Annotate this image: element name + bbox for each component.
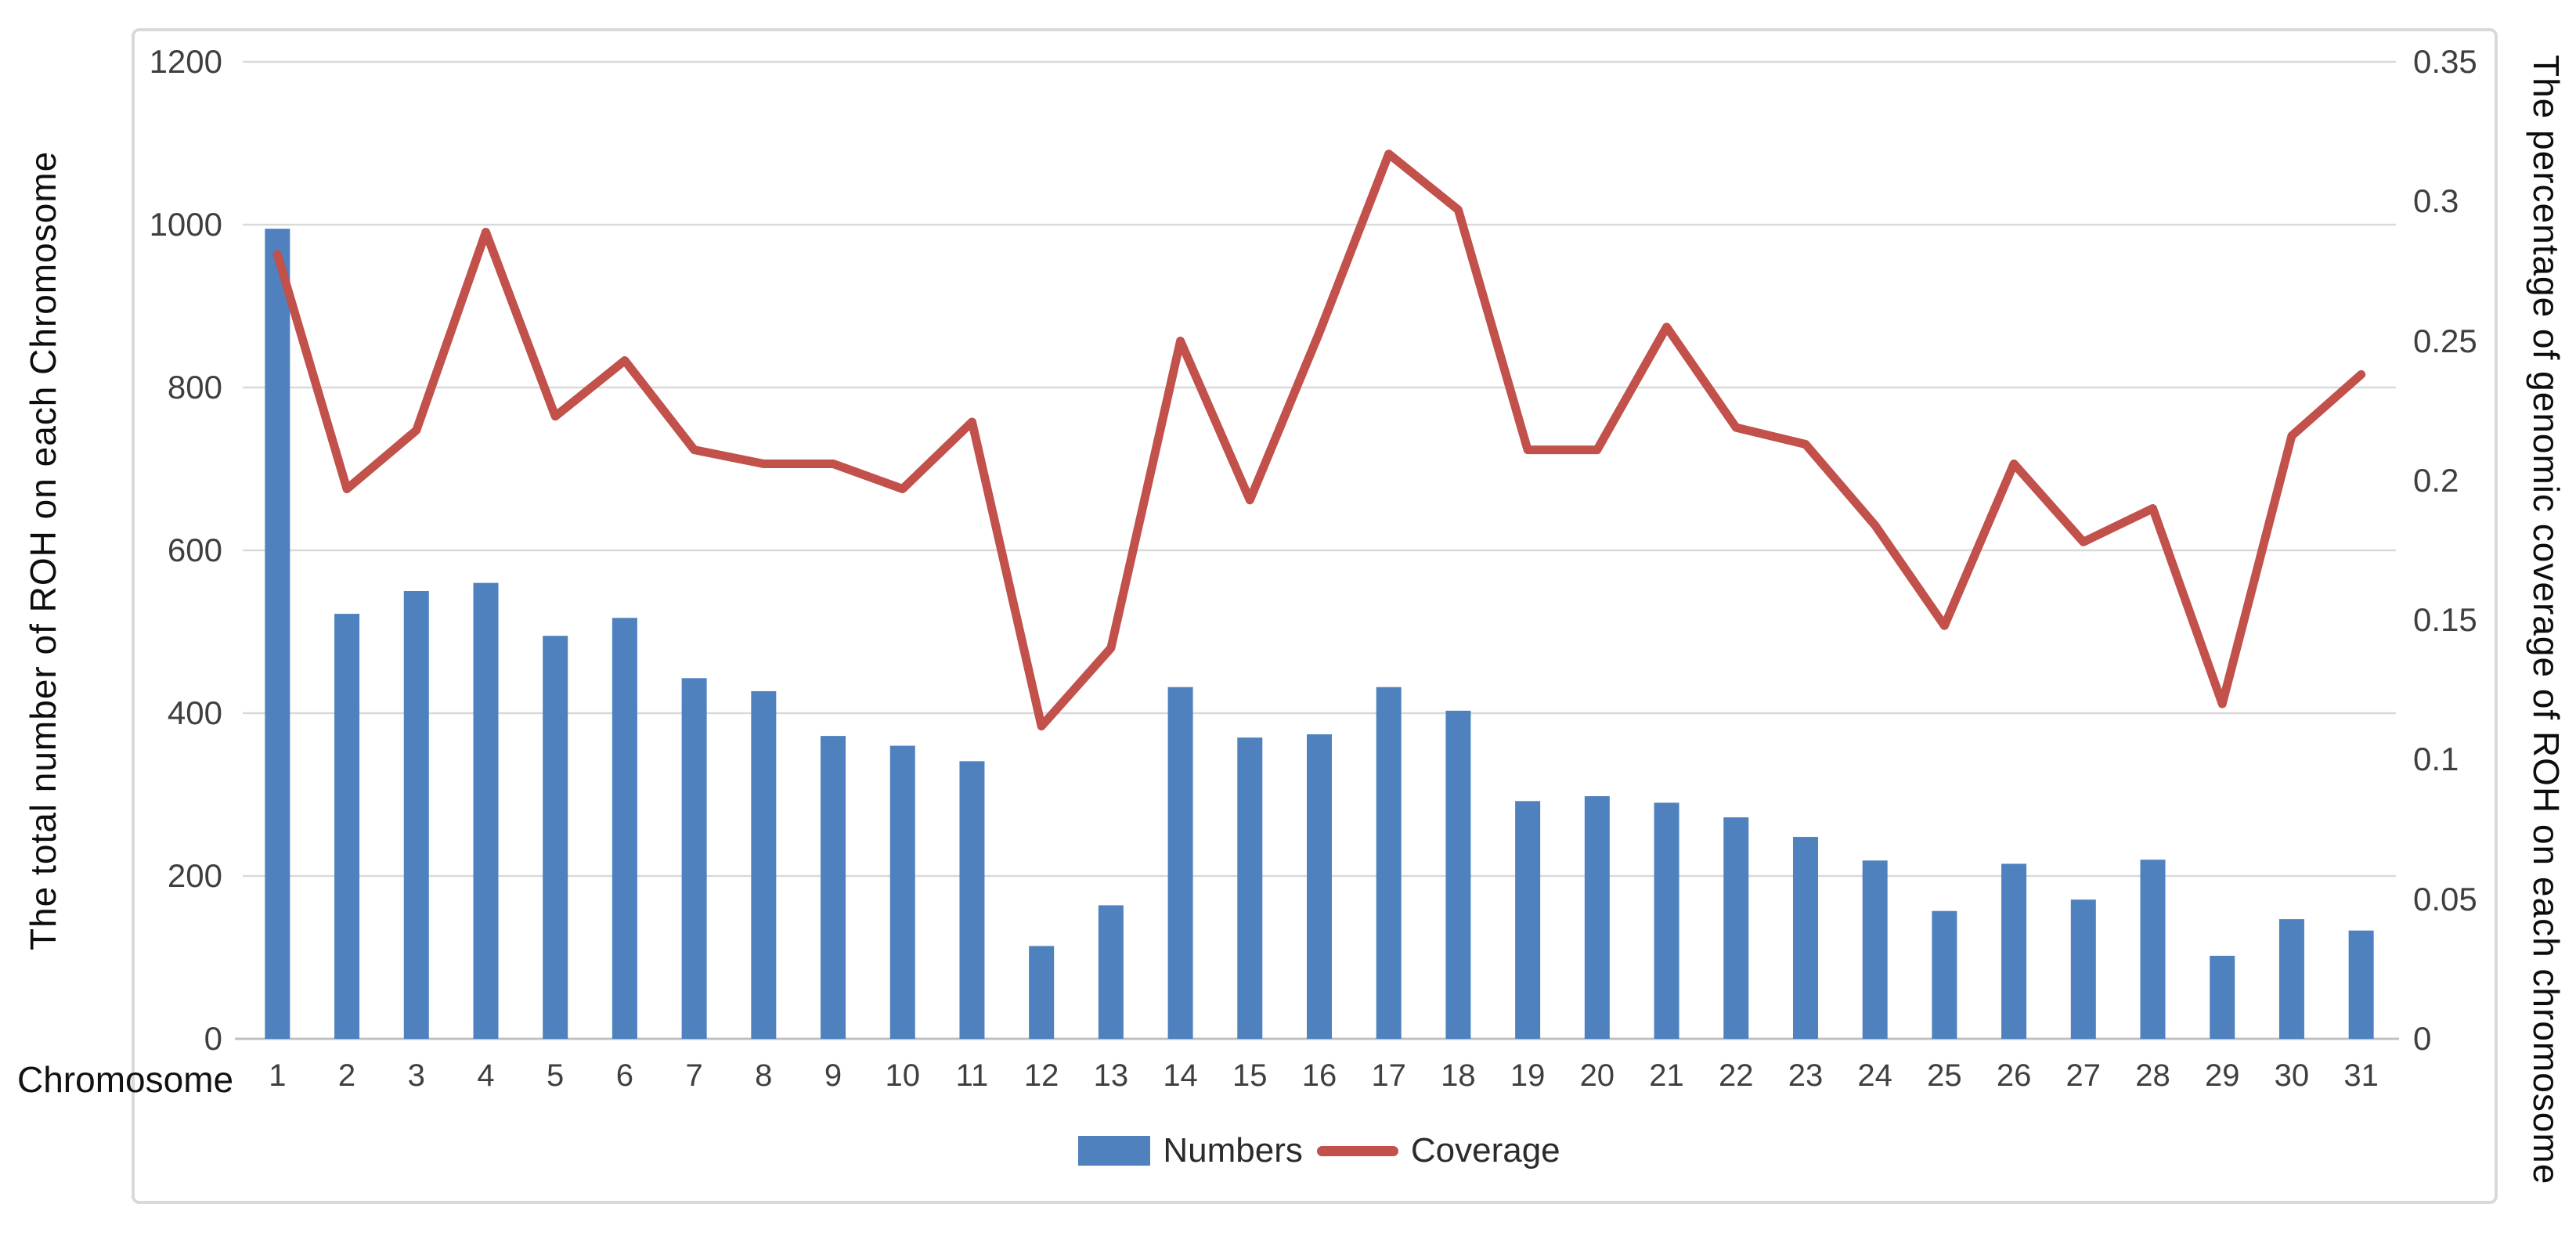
x-tick-16: 16 [1301, 1058, 1337, 1093]
bar-chr2 [334, 614, 360, 1039]
x-tick-3: 3 [407, 1058, 425, 1093]
bar-chr15 [1237, 737, 1263, 1039]
left-tick-1200: 1200 [149, 43, 222, 80]
left-tick-200: 200 [167, 857, 222, 894]
bar-chr21 [1654, 802, 1679, 1039]
bar-chr24 [1862, 860, 1888, 1039]
right-tick-0.35: 0.35 [2413, 43, 2477, 80]
bar-chr25 [1932, 910, 1957, 1039]
bar-chr23 [1792, 837, 1818, 1039]
x-tick-10: 10 [885, 1058, 920, 1093]
right-tick-0.15: 0.15 [2413, 601, 2477, 639]
x-tick-19: 19 [1510, 1058, 1546, 1093]
bar-chr5 [543, 636, 568, 1039]
x-tick-6: 6 [615, 1058, 634, 1093]
x-tick-20: 20 [1579, 1058, 1615, 1093]
coverage-line-swatch-icon [1316, 1145, 1398, 1156]
right-tick-0: 0 [2413, 1020, 2432, 1057]
numbers-bar-swatch-icon [1078, 1136, 1151, 1166]
x-tick-26: 26 [1996, 1058, 2032, 1093]
bar-chr27 [2070, 899, 2096, 1039]
right-tick-0.3: 0.3 [2413, 182, 2459, 220]
left-tick-600: 600 [167, 532, 222, 568]
x-tick-14: 14 [1163, 1058, 1198, 1093]
bar-chr8 [751, 690, 777, 1039]
bar-chr3 [403, 591, 429, 1039]
bar-chr22 [1723, 817, 1749, 1039]
bar-chr18 [1445, 710, 1471, 1039]
bar-chr14 [1167, 687, 1193, 1039]
bar-chr12 [1029, 946, 1055, 1039]
right-axis-title: The percentage of genomic coverage of RO… [2526, 55, 2567, 1185]
x-tick-8: 8 [755, 1058, 773, 1093]
bar-chr13 [1098, 905, 1124, 1039]
x-tick-23: 23 [1788, 1058, 1824, 1093]
x-tick-18: 18 [1441, 1058, 1476, 1093]
bar-chr10 [889, 745, 915, 1039]
left-tick-1000: 1000 [149, 206, 222, 243]
x-tick-22: 22 [1718, 1058, 1754, 1093]
legend-label-coverage: Coverage [1410, 1131, 1560, 1170]
legend-item-coverage: Coverage [1316, 1131, 1560, 1170]
x-tick-2: 2 [337, 1058, 356, 1093]
left-tick-0: 0 [204, 1020, 222, 1057]
legend-label-numbers: Numbers [1163, 1131, 1303, 1170]
bar-chr31 [2348, 930, 2374, 1039]
x-tick-21: 21 [1649, 1058, 1684, 1093]
bar-chr26 [2001, 863, 2027, 1039]
bar-chr7 [681, 678, 707, 1039]
x-tick-28: 28 [2135, 1058, 2170, 1093]
x-tick-11: 11 [955, 1058, 989, 1093]
x-axis-title: Chromosome [17, 1059, 234, 1100]
x-tick-25: 25 [1927, 1058, 1962, 1093]
x-tick-27: 27 [2065, 1058, 2102, 1093]
bar-chr1 [265, 229, 290, 1040]
x-tick-1: 1 [269, 1058, 287, 1093]
bar-chr17 [1376, 687, 1402, 1039]
bar-chr28 [2140, 860, 2166, 1039]
bar-chr6 [612, 618, 637, 1039]
x-tick-5: 5 [547, 1058, 565, 1093]
x-tick-9: 9 [824, 1058, 842, 1093]
x-tick-4: 4 [477, 1058, 495, 1093]
x-tick-24: 24 [1857, 1058, 1892, 1093]
x-tick-13: 13 [1093, 1058, 1129, 1093]
bar-chr16 [1307, 734, 1332, 1039]
plot-canvas [235, 60, 2399, 1040]
legend-item-numbers: Numbers [1078, 1131, 1303, 1170]
left-tick-800: 800 [167, 369, 222, 406]
right-tick-0.1: 0.1 [2413, 741, 2459, 778]
right-tick-0.25: 0.25 [2413, 322, 2477, 359]
x-tick-17: 17 [1371, 1058, 1406, 1093]
x-tick-7: 7 [685, 1058, 703, 1093]
bar-chr19 [1515, 801, 1541, 1039]
coverage-line [272, 150, 2366, 731]
bar-chr11 [959, 761, 985, 1039]
x-tick-15: 15 [1232, 1058, 1268, 1093]
right-tick-0.05: 0.05 [2413, 880, 2477, 917]
bar-chr4 [473, 582, 499, 1039]
x-tick-29: 29 [2204, 1058, 2240, 1093]
bar-chr20 [1584, 796, 1610, 1039]
plot-area [235, 60, 2399, 1040]
bar-chr9 [821, 736, 846, 1039]
bar-chr30 [2278, 919, 2304, 1039]
legend: Numbers Coverage [243, 1127, 2396, 1174]
x-tick-30: 30 [2274, 1058, 2310, 1093]
bar-chr29 [2210, 955, 2235, 1039]
right-tick-0.2: 0.2 [2413, 461, 2459, 499]
x-tick-12: 12 [1023, 1058, 1059, 1093]
x-tick-31: 31 [2343, 1058, 2379, 1093]
left-tick-400: 400 [167, 694, 222, 731]
